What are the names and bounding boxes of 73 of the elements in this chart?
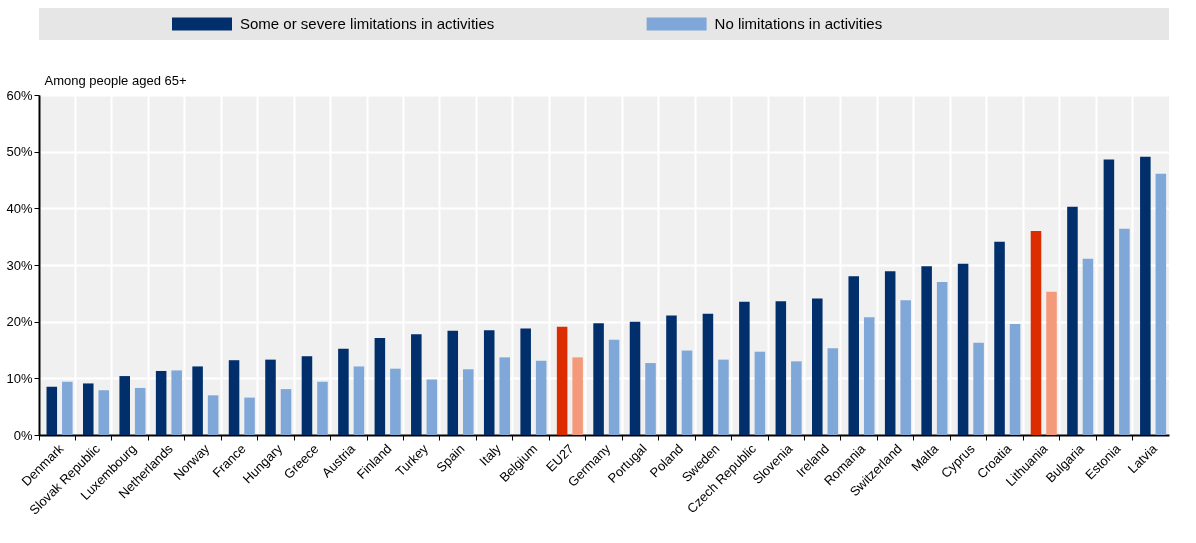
bar <box>1103 159 1115 435</box>
bar <box>426 379 438 435</box>
bar <box>666 315 677 435</box>
bar <box>228 360 240 435</box>
bar <box>739 301 750 435</box>
bar <box>411 334 422 435</box>
bar <box>463 369 474 435</box>
bar <box>957 263 969 435</box>
y-tick-label: 60% <box>6 87 33 103</box>
x-tick-label: Italy <box>476 440 505 469</box>
bar <box>900 300 911 435</box>
bar <box>1119 228 1130 435</box>
bar <box>593 323 604 435</box>
bar <box>134 387 146 435</box>
bar <box>244 397 255 435</box>
bar <box>629 321 641 435</box>
bar <box>884 271 896 435</box>
bar <box>1009 323 1021 435</box>
bar <box>447 330 459 435</box>
bar <box>645 363 656 435</box>
bar <box>483 330 495 435</box>
bar <box>572 357 583 435</box>
bar <box>1082 258 1094 435</box>
bar <box>1046 291 1057 435</box>
bar <box>301 356 313 435</box>
bar <box>921 266 932 435</box>
bar <box>1067 206 1078 435</box>
y-tick-label: 10% <box>6 370 33 386</box>
bar <box>192 366 203 435</box>
legend-label: No limitations in activities <box>714 15 883 32</box>
bar <box>1140 156 1151 435</box>
bar <box>280 389 292 435</box>
bar <box>46 386 58 435</box>
legend-label: Some or severe limitations in activities <box>240 15 495 32</box>
bar <box>82 383 94 435</box>
y-axis-title: Among people aged 65+ <box>44 72 187 88</box>
bar <box>812 298 823 435</box>
bar <box>973 342 984 435</box>
bar <box>994 241 1005 435</box>
bar <box>702 313 714 435</box>
bar <box>499 357 510 435</box>
bar <box>119 376 130 435</box>
y-tick-label: 0% <box>13 427 33 443</box>
bar <box>556 326 568 435</box>
bar <box>98 390 110 435</box>
bar <box>827 348 839 435</box>
y-tick-label: 20% <box>6 314 33 330</box>
bar <box>754 351 766 435</box>
bar <box>265 359 276 435</box>
bar <box>848 276 860 435</box>
y-tick-label: 30% <box>6 257 33 273</box>
bar <box>718 359 729 435</box>
bar <box>171 370 182 435</box>
y-tick-label: 40% <box>6 200 33 216</box>
bar <box>775 301 787 435</box>
bar <box>681 350 693 435</box>
bar <box>863 317 875 435</box>
bar <box>608 339 620 435</box>
bar <box>791 361 802 435</box>
y-tick-label: 50% <box>6 144 33 160</box>
bar <box>535 360 547 435</box>
bar <box>317 381 328 435</box>
bar <box>374 338 386 435</box>
bar <box>338 348 349 435</box>
bar <box>155 370 167 435</box>
bar <box>207 395 219 435</box>
bar <box>520 328 531 435</box>
bar <box>1155 173 1167 435</box>
bar <box>353 366 365 435</box>
bar <box>62 381 73 435</box>
bar <box>1030 231 1042 435</box>
bar <box>390 368 401 435</box>
bar <box>936 282 948 435</box>
